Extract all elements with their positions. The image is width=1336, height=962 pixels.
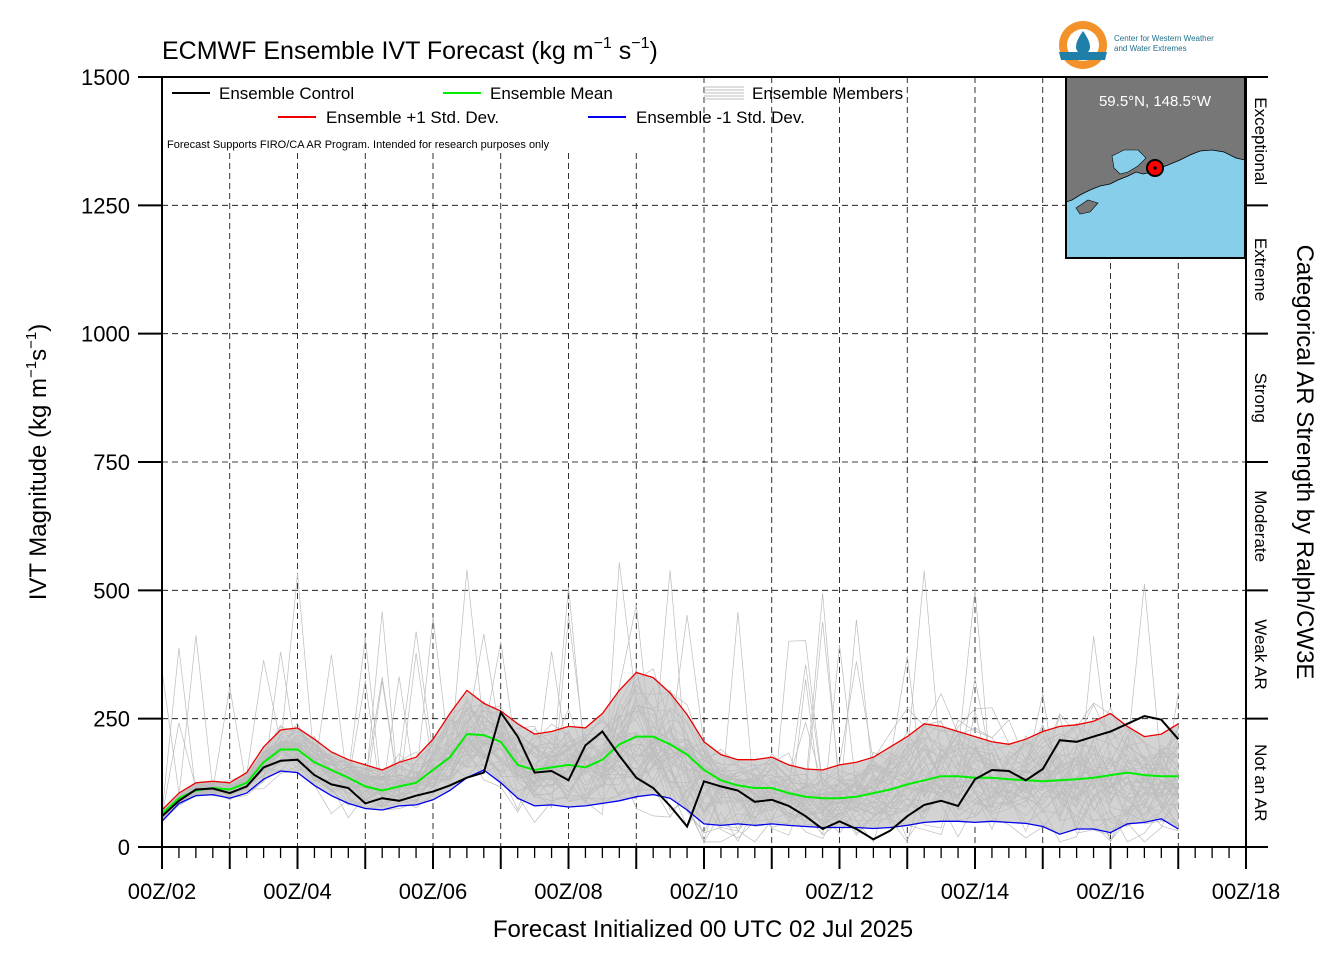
logo-drop-icon (1076, 31, 1090, 54)
x-tick-label: 00Z/06 (399, 879, 468, 904)
x-tick-label: 00Z/14 (941, 879, 1010, 904)
ensemble-member-line (161, 723, 1179, 831)
ylabel-end: ) (25, 324, 52, 332)
ensemble-member-line (161, 670, 1179, 836)
category-label: Extreme (1251, 238, 1270, 301)
y-tick-label: 750 (93, 450, 130, 475)
ensemble-member-line (161, 707, 1179, 824)
inset-map: 59.5°N, 148.5°W (1065, 76, 1246, 259)
title-sup2: −1 (631, 35, 649, 52)
title-sup1: −1 (594, 35, 612, 52)
ylabel-sup2: −1 (23, 332, 40, 349)
x-tick-label: 00Z/18 (1212, 879, 1281, 904)
inset-frame (1065, 76, 1246, 259)
y-tick-label: 250 (93, 707, 130, 732)
legend-control-label: Ensemble Control (219, 84, 354, 103)
ylabel-sup1: −1 (23, 361, 40, 378)
y-tick-label: 500 (93, 578, 130, 603)
y-tick-label: 1250 (81, 193, 130, 218)
ensemble-member-line (161, 692, 1179, 829)
cw3e-logo: Center for Western Weather and Water Ext… (1059, 21, 1214, 69)
ensemble-member-line (161, 676, 1179, 838)
category-label: Exceptional (1251, 97, 1270, 185)
logo-text-line1: Center for Western Weather (1114, 34, 1214, 43)
plus-sd-line (161, 671, 1179, 811)
ensemble-member-line (161, 656, 1179, 843)
x-tick-label: 00Z/04 (263, 879, 332, 904)
research-note: Forecast Supports FIRO/CA AR Program. In… (167, 139, 550, 151)
x-tick-label: 00Z/12 (805, 879, 874, 904)
title-end: ) (650, 37, 658, 65)
ylabel-mid: s (25, 349, 52, 361)
logo-waves-icon (1059, 52, 1107, 60)
legend: Ensemble Control Ensemble Mean Ensemble … (167, 84, 903, 151)
y-axis-label: IVT Magnitude (kg m−1s−1) (23, 324, 52, 601)
ensemble-member-line (161, 680, 1179, 816)
y-axis: 0 250 500 750 1000 1250 1500 (81, 65, 162, 860)
ensemble-member-line (161, 635, 1179, 843)
ylabel-main: IVT Magnitude (kg m (25, 378, 52, 600)
minus-sd-line (161, 769, 1179, 835)
chart-title: ECMWF Ensemble IVT Forecast (kg m−1 s−1) (162, 35, 658, 65)
ensemble-member-line (161, 615, 1179, 843)
category-label: Strong (1251, 373, 1270, 423)
ensemble-member-line (161, 692, 1179, 839)
x-axis-label: Forecast Initialized 00 UTC 02 Jul 2025 (493, 916, 913, 943)
ensemble-member-line (161, 570, 1179, 843)
inset-kodiak-island (1075, 199, 1099, 215)
ensemble-member-line (161, 589, 1179, 828)
x-tick-label: 00Z/10 (670, 879, 739, 904)
category-label: Moderate (1251, 490, 1270, 562)
ensemble-member-line (161, 636, 1179, 817)
legend-plus-sd-label: Ensemble +1 Std. Dev. (326, 108, 499, 127)
grid (162, 77, 1246, 847)
inset-location-dot (1153, 166, 1157, 170)
x-tick-label: 00Z/08 (534, 879, 603, 904)
ensemble-member-line (161, 678, 1179, 843)
legend-minus-sd-label: Ensemble -1 Std. Dev. (636, 108, 805, 127)
legend-mean-label: Ensemble Mean (490, 84, 613, 103)
y-tick-label: 1500 (81, 65, 130, 90)
category-label: Weak AR (1251, 619, 1270, 690)
legend-members-swatch (704, 86, 744, 100)
category-label: Not an AR (1251, 744, 1270, 822)
mean-line (161, 733, 1179, 815)
inset-cook-inlet (1111, 149, 1147, 175)
series-lines (161, 671, 1180, 841)
control-line (161, 710, 1180, 841)
x-axis: 00Z/02 00Z/04 00Z/06 00Z/08 00Z/10 00Z/12 00Z/… (128, 847, 1281, 904)
x-tick-label: 00Z/02 (128, 879, 197, 904)
ar-category-axis: Not an AR Weak AR Moderate Strong Extreme Exc… (1246, 76, 1270, 848)
ensemble-member-line (161, 688, 1179, 820)
y-tick-label: 1000 (81, 322, 130, 347)
y-tick-label: 0 (118, 835, 130, 860)
title-mid: s (612, 37, 631, 65)
logo-text-line2: and Water Extremes (1114, 44, 1187, 53)
ensemble-member-line (161, 720, 1179, 826)
ensemble-members (161, 562, 1179, 843)
inset-location-label: 59.5°N, 148.5°W (1099, 93, 1212, 110)
title-main: ECMWF Ensemble IVT Forecast (kg m (162, 37, 594, 65)
ensemble-member-line (161, 702, 1179, 821)
right-axis-label: Categorical AR Strength by Ralph/CW3E (1291, 245, 1318, 680)
legend-members-label: Ensemble Members (752, 84, 903, 103)
ensemble-member-line (161, 707, 1179, 835)
x-tick-label: 00Z/16 (1076, 879, 1145, 904)
